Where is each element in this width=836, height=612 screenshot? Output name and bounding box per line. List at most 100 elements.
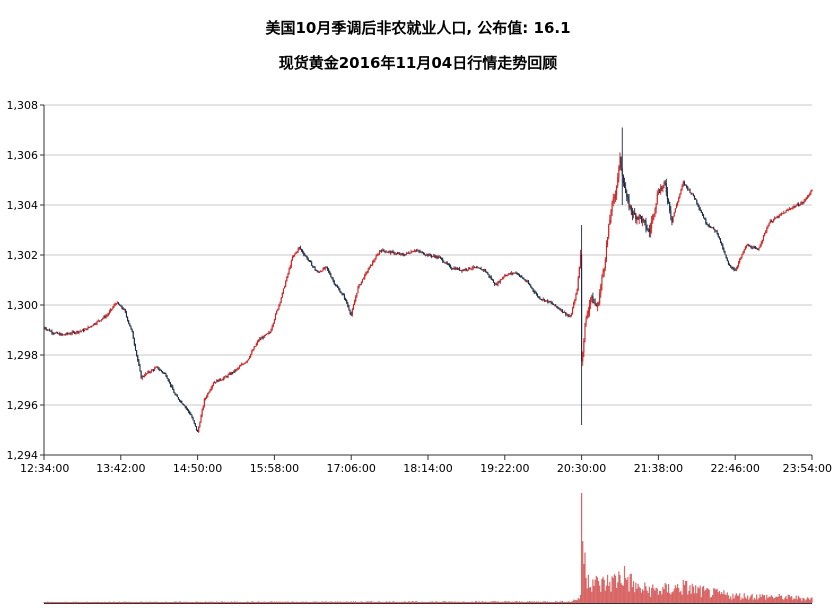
candle-body	[386, 251, 388, 253]
candle-body	[654, 209, 656, 215]
volume-bar	[113, 601, 115, 603]
volume-bar	[719, 594, 722, 603]
candle-body	[137, 355, 139, 361]
candle-body	[736, 265, 739, 269]
candle-body	[526, 281, 528, 283]
candle-body	[567, 314, 569, 316]
candle-body	[211, 385, 213, 388]
volume-bar	[322, 601, 324, 603]
volume-bar	[718, 590, 720, 603]
candle-body	[239, 365, 242, 367]
volume-bar	[747, 595, 749, 603]
volume-bar	[375, 602, 377, 603]
volume-bar	[290, 601, 292, 603]
candle-body	[302, 250, 304, 253]
volume-bar	[418, 602, 420, 603]
volume-bar	[431, 601, 434, 603]
candle-body	[499, 279, 501, 283]
candle-body	[585, 317, 587, 324]
candle-body	[121, 305, 123, 309]
volume-bar	[261, 602, 263, 603]
volume-bar	[97, 601, 99, 603]
candle-body	[810, 190, 812, 195]
candle-body	[663, 182, 665, 186]
volume-bar	[550, 601, 552, 603]
candle-body	[745, 245, 748, 247]
volume-bar	[539, 601, 541, 603]
volume-bar	[125, 601, 128, 603]
candle-body	[402, 254, 404, 256]
candle-body	[523, 278, 525, 280]
volume-bar	[339, 601, 341, 603]
candle-body	[568, 315, 570, 317]
volume-bar	[246, 601, 248, 603]
volume-bar	[281, 601, 283, 603]
x-tick-label: 19:22:00	[480, 462, 529, 475]
candle-body	[474, 267, 476, 269]
volume-bar	[78, 602, 80, 603]
y-tick-label: 1,306	[7, 149, 39, 162]
volume-bar	[456, 601, 458, 603]
volume-bar	[592, 579, 594, 603]
candle-body	[762, 235, 764, 240]
volume-bar	[653, 588, 655, 603]
x-tick-label: 22:46:00	[710, 462, 759, 475]
candle-body	[648, 229, 650, 233]
volume-bar	[552, 602, 554, 603]
volume-bar	[101, 602, 103, 603]
candle-body	[184, 405, 186, 407]
candle-body	[642, 219, 644, 222]
volume-bar	[614, 575, 617, 603]
volume-bar	[384, 602, 386, 603]
volume-bar	[424, 601, 426, 603]
candle-body	[623, 183, 626, 188]
volume-bar	[358, 601, 360, 603]
candle-body	[185, 406, 187, 409]
candle-body	[427, 254, 429, 256]
volume-bar	[514, 601, 516, 603]
volume-bar	[780, 595, 783, 603]
candle-body	[114, 304, 116, 306]
candle-body	[381, 250, 383, 252]
candle-body	[644, 220, 646, 223]
candle-body	[750, 245, 752, 248]
volume-bar	[643, 590, 645, 603]
volume-bar	[798, 597, 801, 603]
volume-bar	[630, 573, 632, 603]
volume-bar	[574, 600, 576, 603]
candle-body	[209, 389, 211, 393]
volume-bar	[251, 601, 253, 603]
candle-body	[204, 398, 207, 400]
volume-bar	[686, 580, 688, 603]
candle-body	[349, 309, 351, 314]
candle-body	[622, 175, 624, 184]
volume-bar	[320, 602, 322, 603]
candle-body	[76, 331, 78, 333]
candle-body	[127, 316, 129, 321]
volume-bar	[530, 601, 532, 603]
volume-bar	[316, 602, 318, 603]
volume-bar	[461, 602, 463, 603]
volume-bar	[487, 602, 489, 603]
volume-bar	[658, 590, 661, 603]
candle-body	[151, 369, 153, 371]
candle-body	[452, 268, 454, 270]
candle-body	[617, 177, 619, 186]
candle-body	[559, 308, 561, 311]
candle-body	[757, 248, 759, 250]
candle-body	[715, 230, 717, 232]
volume-bar	[333, 602, 335, 603]
volume-bar	[88, 602, 90, 603]
candle-body	[780, 213, 783, 215]
candle-body	[479, 267, 481, 269]
volume-bar	[463, 601, 465, 603]
volume-bar	[247, 601, 250, 603]
volume-bar	[512, 601, 514, 603]
volume-bar	[770, 595, 772, 603]
volume-bar	[85, 602, 87, 603]
candle-body	[683, 181, 685, 185]
candle-body	[102, 318, 104, 320]
volume-bar	[691, 583, 693, 603]
volume-bar	[586, 588, 588, 603]
